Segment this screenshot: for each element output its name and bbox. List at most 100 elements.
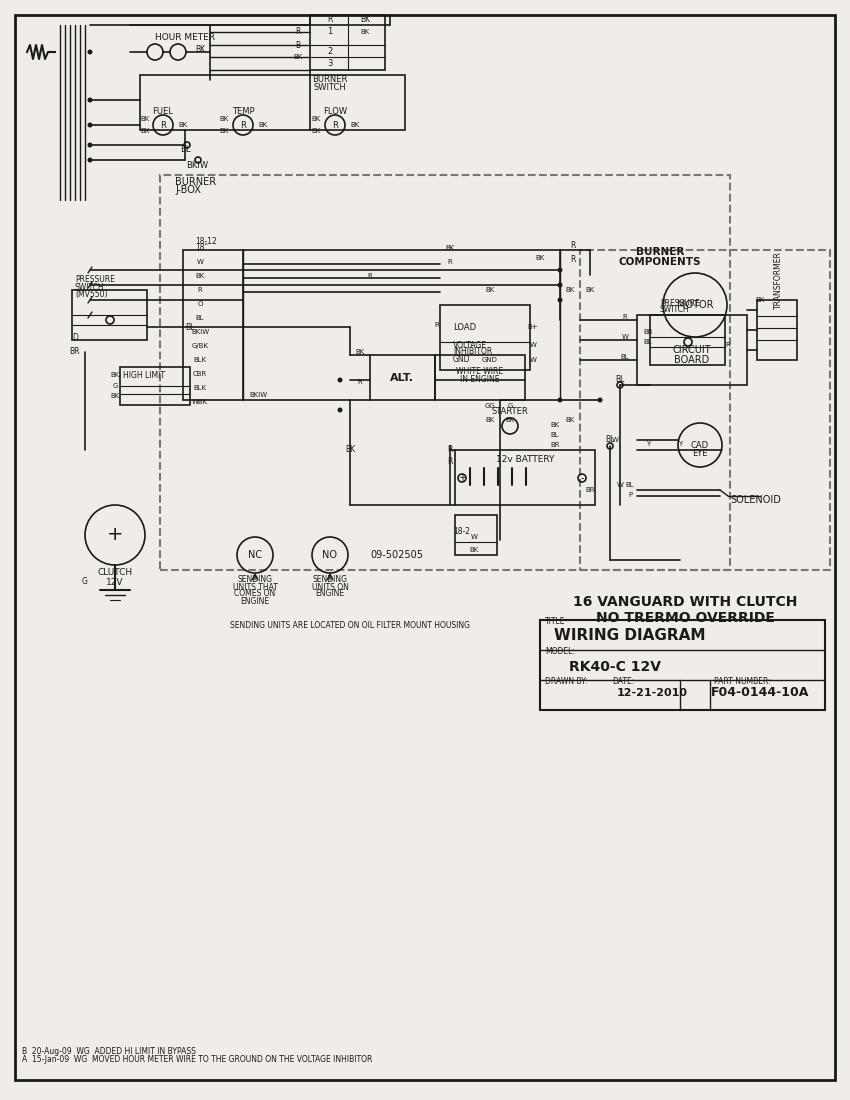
Bar (757, 300, 797, 360)
Text: BK: BK (350, 122, 360, 128)
Text: BURNER: BURNER (636, 248, 684, 257)
Text: BLK: BLK (194, 358, 207, 363)
Text: BK: BK (550, 422, 559, 428)
Text: BR: BR (70, 348, 80, 356)
Text: CIRCUIT: CIRCUIT (672, 345, 711, 355)
Text: WIRING DIAGRAM: WIRING DIAGRAM (554, 628, 706, 643)
Text: HOUR METER: HOUR METER (155, 33, 215, 43)
Circle shape (598, 397, 603, 403)
Text: Y: Y (646, 441, 650, 447)
Text: G: G (112, 383, 117, 389)
Text: BK: BK (506, 417, 514, 424)
Text: 12v BATTERY: 12v BATTERY (496, 455, 554, 464)
Text: CAD: CAD (691, 440, 709, 450)
Text: BK: BK (469, 547, 479, 553)
Text: LOAD: LOAD (453, 322, 476, 331)
Bar (650, 315, 725, 365)
Text: J-BOX: J-BOX (175, 185, 201, 195)
Text: BL: BL (605, 436, 615, 444)
Text: DRAWN BY:: DRAWN BY: (545, 678, 587, 686)
Text: BKIW: BKIW (191, 329, 209, 336)
Text: PART NUMBER:: PART NUMBER: (714, 678, 771, 686)
Text: SENDING: SENDING (313, 575, 348, 584)
Text: SWITCH: SWITCH (75, 283, 105, 292)
Bar (580, 250, 830, 570)
Text: IN ENGINE: IN ENGINE (460, 375, 500, 385)
Text: CLUTCH: CLUTCH (98, 568, 133, 578)
Text: R: R (622, 314, 627, 320)
Text: BR: BR (586, 487, 595, 493)
Text: PRESSURE: PRESSURE (75, 275, 115, 285)
Text: BK: BK (485, 417, 495, 424)
Text: BR: BR (643, 329, 653, 336)
Text: BL: BL (551, 432, 559, 438)
Text: 12-21-2010: 12-21-2010 (617, 688, 688, 698)
Text: BL: BL (179, 145, 190, 154)
Text: BK: BK (345, 446, 355, 454)
Text: BK: BK (360, 15, 370, 24)
Text: GG: GG (484, 403, 496, 409)
Bar (183, 250, 243, 400)
Text: W: W (196, 258, 203, 265)
Text: O: O (197, 301, 202, 307)
Text: R: R (447, 458, 453, 466)
Text: BK: BK (219, 116, 229, 122)
Text: BL: BL (615, 375, 625, 385)
Text: 16 VANGUARD WITH CLUTCH
NO TRERMO OVERRIDE: 16 VANGUARD WITH CLUTCH NO TRERMO OVERRI… (573, 595, 797, 625)
Text: RK40-C 12V: RK40-C 12V (569, 660, 661, 674)
Text: BL: BL (620, 354, 629, 360)
Text: CBR: CBR (193, 371, 207, 377)
Circle shape (88, 122, 93, 128)
Text: BK: BK (311, 128, 320, 134)
Circle shape (88, 157, 93, 163)
Text: ENGINE: ENGINE (315, 590, 344, 598)
Text: BK: BK (485, 287, 495, 293)
Text: W: W (530, 342, 536, 348)
Text: WHITE WIRE: WHITE WIRE (456, 367, 503, 376)
Text: +: + (107, 526, 123, 544)
Text: 18-2: 18-2 (454, 528, 471, 537)
Text: BURNER: BURNER (312, 76, 348, 85)
Text: D: D (72, 332, 78, 341)
Text: ALT.: ALT. (390, 373, 414, 383)
Text: WBK: WBK (192, 399, 208, 405)
Text: BL: BL (185, 322, 195, 331)
Text: BK: BK (178, 122, 188, 128)
Text: BK: BK (565, 417, 575, 424)
Bar (160, 175, 730, 570)
Text: COMES ON: COMES ON (235, 590, 275, 598)
Text: BK: BK (110, 372, 120, 378)
Text: DATE:: DATE: (612, 678, 634, 686)
Text: R: R (448, 258, 452, 265)
Text: BOARD: BOARD (674, 355, 710, 365)
Text: BK: BK (140, 116, 150, 122)
Text: BK: BK (195, 44, 205, 54)
Text: TEMP: TEMP (232, 108, 254, 117)
Text: MODEL:: MODEL: (545, 648, 575, 657)
Text: W: W (530, 358, 536, 363)
Text: STARTER: STARTER (491, 407, 529, 417)
Text: BK: BK (258, 122, 268, 128)
Text: R: R (197, 287, 202, 293)
Text: R: R (327, 15, 332, 24)
Text: MOTOR: MOTOR (677, 300, 713, 310)
Text: BK: BK (293, 54, 303, 60)
Text: W: W (611, 437, 619, 443)
Text: 09-502505: 09-502505 (370, 550, 423, 560)
Text: A  15-Jan-09  WG  MOVED HOUR METER WIRE TO THE GROUND ON THE VOLTAGE INHIBITOR: A 15-Jan-09 WG MOVED HOUR METER WIRE TO … (22, 1056, 372, 1065)
Text: SWITCH: SWITCH (660, 306, 689, 315)
Circle shape (88, 98, 93, 102)
Bar (310, 15, 385, 70)
Text: BK: BK (355, 349, 365, 355)
Text: BK: BK (311, 116, 320, 122)
Text: COMPONENTS: COMPONENTS (619, 257, 701, 267)
Text: BK: BK (360, 29, 370, 35)
Bar (540, 620, 825, 710)
Text: NC: NC (248, 550, 262, 560)
Circle shape (558, 267, 563, 273)
Text: 18-12: 18-12 (195, 238, 217, 246)
Text: W: W (621, 334, 628, 340)
Text: BK: BK (586, 287, 595, 293)
Text: BKIW: BKIW (249, 392, 267, 398)
Text: BK: BK (140, 128, 150, 134)
